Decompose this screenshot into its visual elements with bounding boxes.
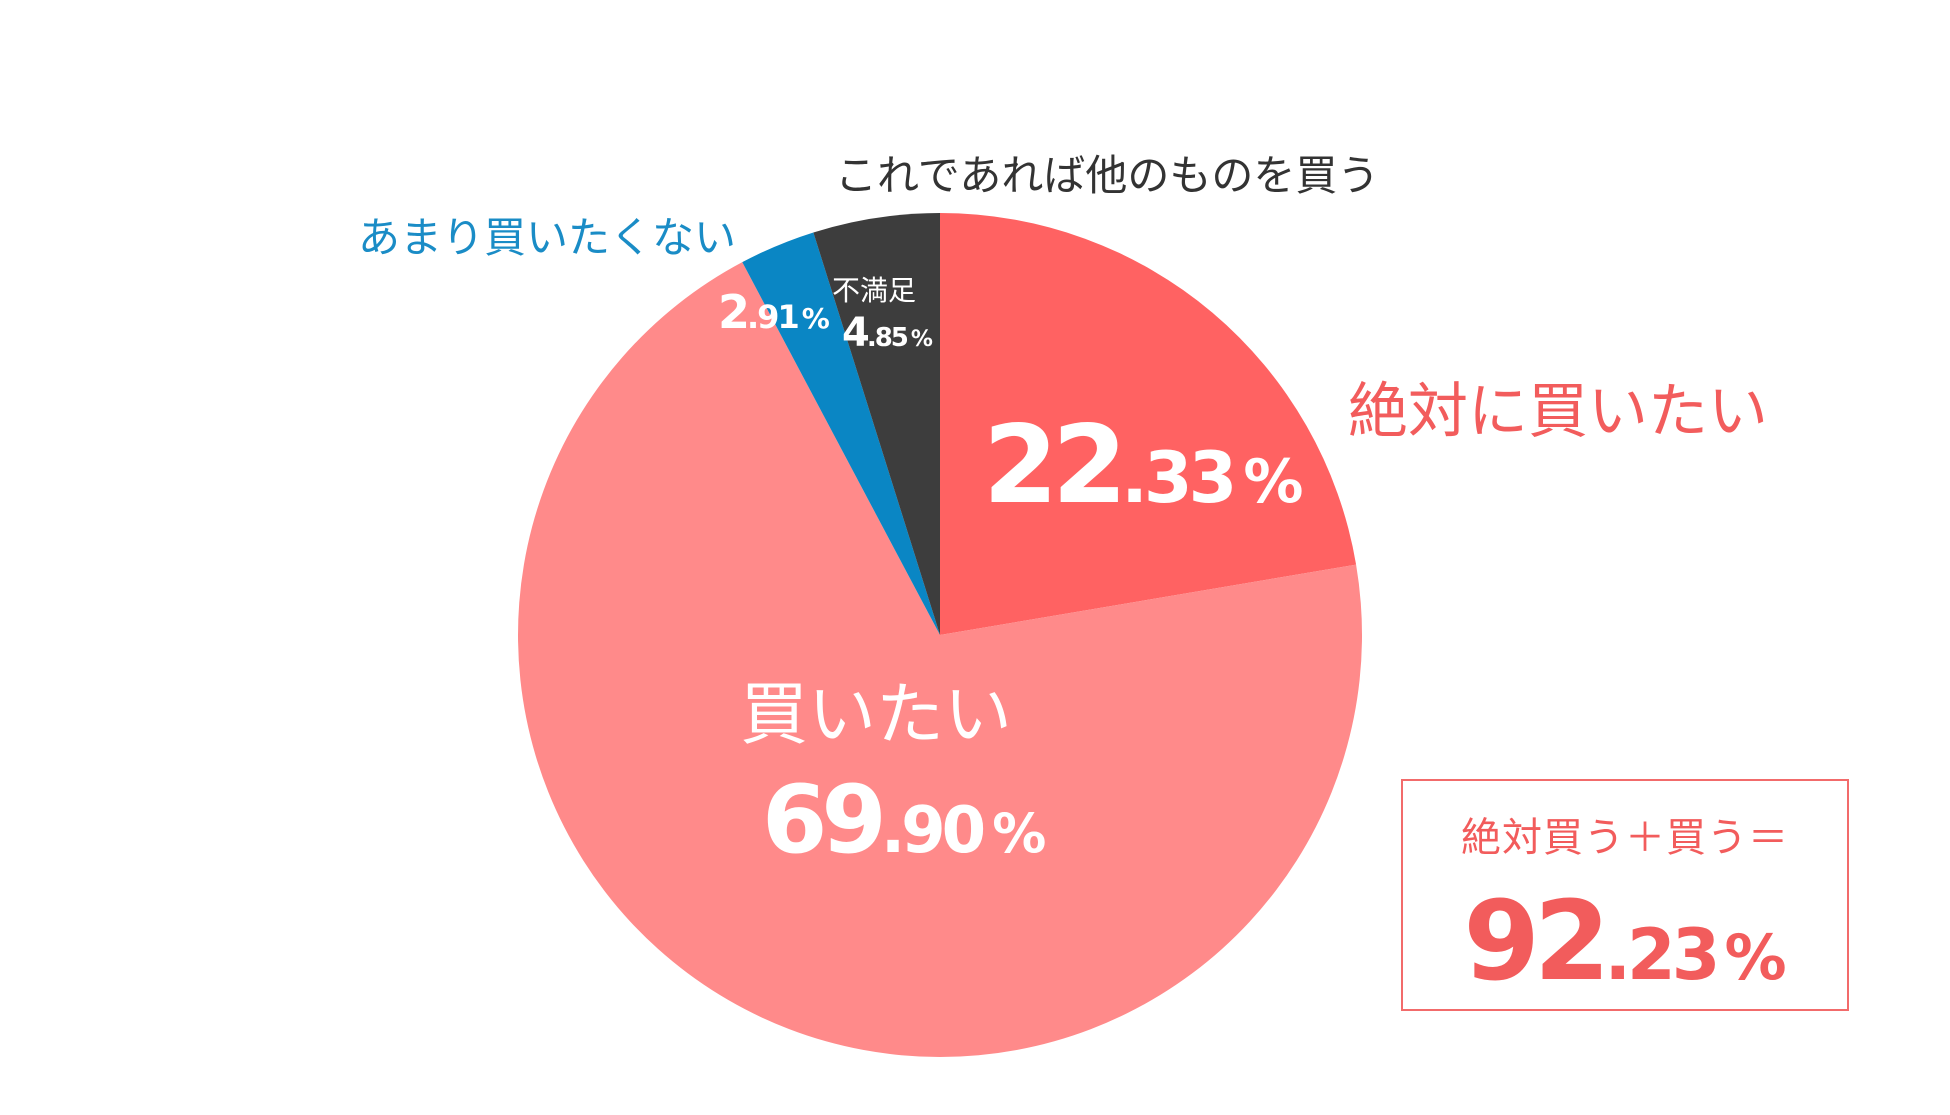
pie-slice-not-really — [742, 232, 940, 635]
slice-value-not-really: 2.91% — [718, 285, 830, 339]
pie-slice-definitely-buy — [940, 212, 1357, 635]
summary-value-pct: % — [1724, 921, 1787, 994]
slice-value-want-to-buy: 69.90% — [762, 766, 1046, 875]
pie-slice-buy-other — [813, 213, 940, 635]
pie-slice-want-to-buy — [518, 262, 1363, 1057]
summary-value: 92.23% — [1403, 877, 1847, 1005]
slice-label-not-really: あまり買いたくない — [358, 213, 736, 262]
slice-value-definitely-buy: 22.33% — [983, 403, 1303, 528]
slice-inner-label-dissatisfied: 不満足 — [832, 274, 916, 307]
summary-box: 絶対買う＋買う＝ 92.23% — [1401, 779, 1849, 1011]
slice-label-buy-other: これであれば他のものを買う — [835, 151, 1379, 200]
slice-label-definitely-buy: 絶対に買いたい — [1348, 377, 1768, 447]
slice-label-want-to-buy: 買いたい — [740, 676, 1012, 755]
summary-value-dec: .23 — [1604, 914, 1720, 996]
slice-value-buy-other: 4.85% — [842, 310, 933, 356]
summary-label: 絶対買う＋買う＝ — [1461, 815, 1789, 861]
pie-slices — [518, 212, 1363, 1057]
summary-value-int: 92 — [1463, 877, 1610, 1005]
